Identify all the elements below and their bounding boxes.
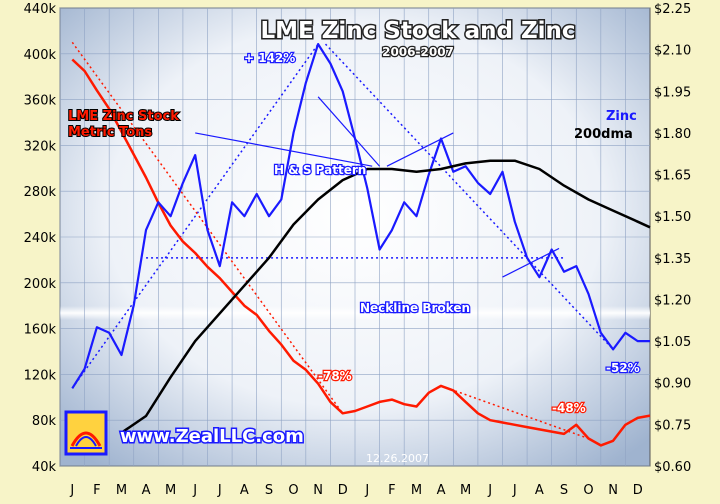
y-right-tick-label: $1.35	[654, 252, 691, 267]
series-line-200dma	[120, 159, 651, 434]
x-tick-label: J	[217, 483, 222, 498]
label-stock-line2: Metric Tons	[68, 125, 152, 140]
annotation-arrow	[195, 132, 373, 167]
y-left-tick-label: 200k	[24, 277, 57, 292]
x-tick-label: M	[165, 483, 176, 498]
y-left-tick-label: 440k	[24, 2, 57, 17]
x-tick-label: F	[388, 483, 395, 498]
y-right-tick-label: $0.90	[654, 377, 691, 392]
x-tick-label: A	[437, 483, 446, 498]
x-tick-label: O	[583, 483, 593, 498]
x-tick-label: M	[411, 483, 422, 498]
series-layer	[71, 43, 651, 447]
label-pct-up: + 142%	[244, 51, 295, 65]
y-left-tick-label: 240k	[24, 231, 57, 246]
x-tick-label: A	[535, 483, 544, 498]
y-left-tick-label: 400k	[24, 48, 57, 63]
date-stamp: 12.26.2007	[366, 452, 429, 465]
y-left-tick-label: 320k	[24, 139, 57, 154]
chart-subtitle: 2006-2007	[382, 45, 454, 59]
x-tick-label: N	[313, 483, 323, 498]
y-right-tick-label: $0.60	[654, 460, 691, 475]
y-right-tick-label: $1.95	[654, 85, 691, 100]
x-tick-label: M	[460, 483, 471, 498]
y-left-tick-label: 280k	[24, 185, 57, 200]
y-left-tick-label: 80k	[32, 414, 57, 429]
y-left-tick-label: 360k	[24, 94, 57, 109]
label-zinc: Zinc	[606, 109, 637, 124]
y-axis-left: 40k 80k 120k 160k 200k 240k 280k 320k 360k 400k 44…	[24, 2, 57, 475]
x-tick-label: F	[93, 483, 100, 498]
grid	[59, 7, 650, 467]
zeal-logo-icon	[64, 410, 108, 456]
x-tick-label: D	[338, 483, 348, 498]
label-stock-line1: LME Zinc Stock	[68, 109, 179, 124]
x-tick-label: J	[364, 483, 369, 498]
chart-title: LME Zinc Stock and Zinc	[260, 18, 575, 44]
y-right-tick-label: $0.75	[654, 418, 691, 433]
y-right-tick-label: $2.25	[654, 2, 691, 17]
guide-lines	[71, 41, 614, 440]
x-tick-label: A	[142, 483, 151, 498]
y-left-tick-label: 160k	[24, 323, 57, 338]
x-tick-label: D	[633, 483, 643, 498]
label-pct-stock-down2: -48%	[552, 401, 586, 415]
y-right-tick-label: $1.05	[654, 335, 691, 350]
label-hs-pattern: H & S Pattern	[274, 163, 366, 177]
x-tick-label: J	[69, 483, 74, 498]
watermark-url: www.ZealLLC.com	[120, 426, 304, 447]
y-axis-right: $0.60 $0.75 $0.90 $1.05 $1.20 $1.35 $1.50 $1.65…	[654, 2, 691, 475]
label-200dma: 200dma	[574, 127, 633, 142]
x-tick-label: O	[288, 483, 298, 498]
x-tick-label: S	[265, 483, 273, 498]
x-tick-label: J	[192, 483, 197, 498]
y-right-tick-label: $1.80	[654, 127, 691, 142]
annotation-arrow	[317, 96, 381, 167]
x-tick-label: S	[560, 483, 568, 498]
y-left-tick-label: 40k	[32, 460, 57, 475]
y-right-tick-label: $2.10	[654, 44, 691, 59]
label-pct-zinc-down: -52%	[606, 361, 640, 375]
label-neckline: Neckline Broken	[360, 301, 470, 315]
guide-line	[71, 43, 319, 389]
x-tick-label: J	[487, 483, 492, 498]
guide-line	[71, 41, 344, 414]
label-pct-stock-down1: -78%	[318, 369, 352, 383]
y-left-tick-label: 120k	[24, 368, 57, 383]
guide-line	[440, 385, 589, 440]
series-line-zinc	[71, 43, 650, 389]
y-right-tick-label: $1.20	[654, 293, 691, 308]
y-right-tick-label: $1.65	[654, 169, 691, 184]
y-right-tick-label: $1.50	[654, 210, 691, 225]
x-tick-label: M	[116, 483, 127, 498]
x-tick-label: J	[512, 483, 517, 498]
x-tick-label: N	[608, 483, 618, 498]
series-line-lme	[71, 58, 651, 447]
x-tick-label: A	[240, 483, 249, 498]
annotation-arrow	[386, 132, 454, 167]
